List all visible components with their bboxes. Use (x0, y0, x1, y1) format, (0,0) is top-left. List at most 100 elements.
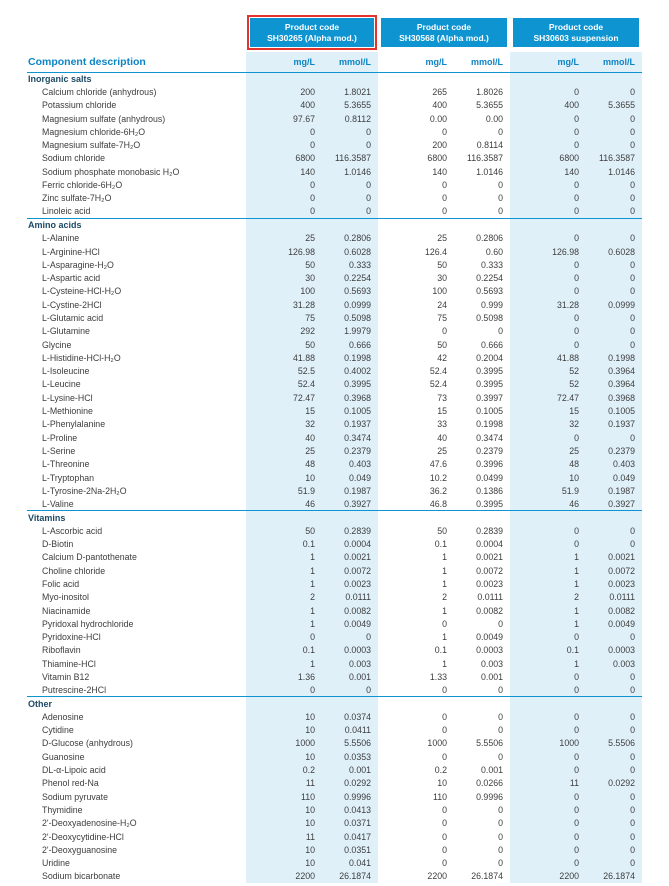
value-cell: 2 (442, 592, 447, 603)
value-cell: 0.00 (485, 113, 503, 124)
value-cell: 0.049 (322, 470, 378, 485)
value-cell: 1000 (246, 736, 322, 751)
value-cell: 0.0111 (477, 592, 503, 603)
value-cell: 0.001 (322, 763, 378, 777)
product-code-box-sh30265: Product code SH30265 (Alpha mod.) (250, 18, 374, 47)
table-row: L-Serine 25 0.2379 25 0.2379 25 0.2379 (27, 444, 642, 458)
value-cell: 0.1005 (322, 404, 378, 418)
value-cell: 0 (586, 856, 642, 870)
component-name: Linoleic acid (42, 206, 91, 217)
section-filler-cell (586, 71, 642, 86)
component-name: Magnesium chloride-6H₂O (42, 126, 146, 137)
component-name: Niacinamide (42, 605, 91, 616)
value-cell: 47.6 (429, 459, 447, 470)
value-cell: 0 (498, 858, 503, 869)
value-cell: 0 (510, 311, 586, 325)
value-cell: 126.98 (510, 244, 586, 259)
value-cell: 0 (586, 829, 642, 844)
value-cell: 0 (246, 178, 322, 192)
value-cell: 6800 (427, 153, 447, 164)
table-row: Adenosine 10 0.0374 0 0 0 0 (27, 710, 642, 724)
value-cell: 10 (246, 843, 322, 857)
component-name: Phenol red-Na (42, 778, 99, 789)
value-cell: 292 (246, 324, 322, 338)
section-row: Other (27, 696, 642, 711)
value-cell: 5.3655 (586, 98, 642, 112)
value-cell: 0.403 (322, 457, 378, 471)
value-cell: 0.0072 (476, 565, 503, 576)
value-cell: 0 (510, 683, 586, 697)
component-name: Sodium chloride (42, 153, 106, 164)
product-code-value: SH30265 (Alpha mod.) (267, 32, 357, 43)
value-cell: 1.0146 (476, 166, 503, 177)
component-name: Sodium bicarbonate (42, 871, 121, 882)
value-cell: 0.1005 (586, 404, 642, 418)
value-cell: 50 (437, 259, 447, 270)
value-cell: 25 (510, 444, 586, 458)
value-cell: 15 (510, 404, 586, 418)
component-name: L-Lysine-HCl (42, 392, 93, 403)
value-cell: 1 (510, 657, 586, 671)
component-name: L-Tyrosine-2Na-2H₂O (42, 485, 127, 496)
table-row: L-Tyrosine-2Na-2H₂O 51.9 0.1987 36.2 0.1386 5… (27, 484, 642, 498)
component-name: Uridine (42, 858, 70, 869)
value-cell: 140 (432, 166, 447, 177)
value-cell: 0.1 (434, 539, 447, 550)
formulation-table: Component description mg/L mmol/L mg/L m… (27, 52, 642, 884)
value-cell: 0 (510, 816, 586, 830)
value-cell: 1 (246, 617, 322, 631)
table-row: Cytidine 10 0.0411 0 0 0 0 (27, 723, 642, 737)
value-cell: 0.8112 (322, 111, 378, 126)
value-cell: 0 (442, 180, 447, 191)
table-row: 2'-Deoxycytidine-HCl 11 0.0417 0 0 0 0 (27, 829, 642, 844)
value-cell: 100 (432, 286, 447, 297)
component-name: Riboflavin (42, 645, 81, 656)
value-cell: 0.0999 (586, 298, 642, 312)
value-cell: 0.2 (434, 765, 447, 776)
value-cell: 6800 (510, 151, 586, 166)
value-cell: 0.041 (322, 856, 378, 870)
table-row: L-Aspartic acid 30 0.2254 30 0.2254 0 0 (27, 271, 642, 285)
value-cell: 52 (510, 364, 586, 378)
table-row: L-Tryptophan 10 0.049 10.2 0.0499 10 0.049 (27, 470, 642, 485)
value-cell: 0 (442, 193, 447, 204)
value-cell: 0.0049 (476, 632, 503, 643)
value-cell: 1 (442, 632, 447, 643)
value-cell: 100 (246, 284, 322, 299)
value-cell: 0 (586, 710, 642, 724)
value-cell: 11 (246, 776, 322, 791)
value-cell: 0 (246, 125, 322, 139)
value-cell: 0 (586, 178, 642, 192)
section-row: Amino acids (27, 217, 642, 232)
value-cell: 75 (246, 311, 322, 325)
table-row: Vitamin B12 1.36 0.001 1.33 0.001 0 0 (27, 670, 642, 684)
value-cell: 0.0004 (476, 539, 503, 550)
component-name: Folic acid (42, 578, 80, 589)
value-cell: 26.1874 (586, 869, 642, 884)
value-cell: 0.6028 (586, 244, 642, 259)
value-cell: 0.0413 (322, 803, 378, 817)
value-cell: 10 (437, 778, 447, 789)
value-cell: 200 (246, 85, 322, 99)
value-cell: 0 (498, 326, 503, 337)
table-row: Calcium chloride (anhydrous) 200 1.8021 265… (27, 85, 642, 99)
value-cell: 0.2379 (586, 444, 642, 458)
value-cell: 0.0499 (476, 472, 503, 483)
product-code-label: Product code (284, 21, 340, 32)
value-cell: 5.3655 (476, 100, 503, 111)
table-row: Pyridoxine-HCl 0 0 1 0.0049 0 0 (27, 630, 642, 644)
value-cell: 10 (510, 470, 586, 485)
unit-header-mg-3: mg/L (510, 52, 586, 72)
value-cell: 0.5098 (322, 311, 378, 325)
component-name: Pyridoxal hydrochloride (42, 618, 134, 629)
component-name: L-Glutamine (42, 326, 90, 337)
table-row: L-Isoleucine 52.5 0.4002 52.4 0.3995 52 0.3964 (27, 364, 642, 378)
value-cell: 0 (510, 178, 586, 192)
value-cell: 0 (442, 618, 447, 629)
section-filler-cell (510, 696, 586, 711)
value-cell: 0.001 (322, 670, 378, 684)
value-cell: 10 (246, 856, 322, 870)
component-name: Vitamin B12 (42, 672, 90, 682)
value-cell: 0 (322, 125, 378, 139)
